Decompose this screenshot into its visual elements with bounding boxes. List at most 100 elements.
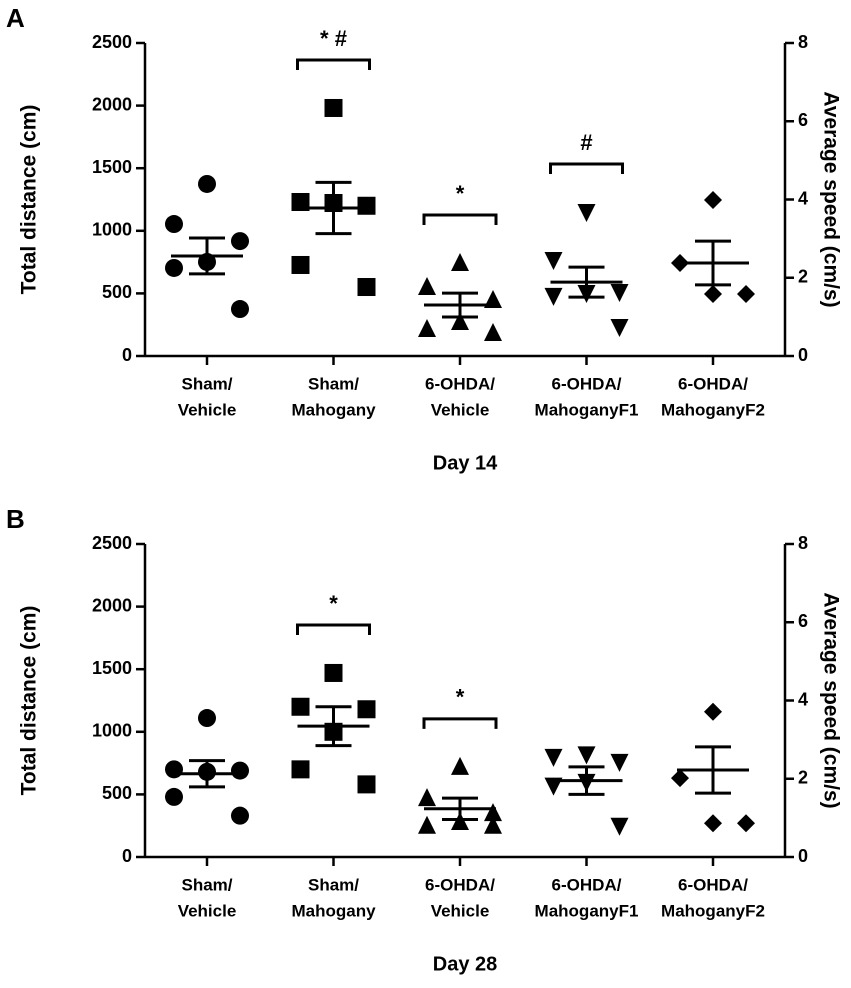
significance-label: # xyxy=(580,130,592,155)
significance-bracket xyxy=(422,717,498,729)
data-point xyxy=(544,287,563,306)
x-tick-label: 6-OHDA/ xyxy=(678,374,748,393)
x-tick-label: MahoganyF1 xyxy=(535,901,639,920)
y-tick-label: 1000 xyxy=(92,721,132,741)
data-point xyxy=(418,815,436,834)
data-point xyxy=(198,709,216,728)
x-axis-label: Day 28 xyxy=(433,953,498,975)
data-point xyxy=(418,318,436,337)
data-point xyxy=(451,811,469,830)
data-point xyxy=(165,760,183,779)
y2-tick-label: 8 xyxy=(798,32,808,52)
data-point xyxy=(737,814,755,833)
data-point xyxy=(165,215,183,234)
x-tick-label: 6-OHDA/ xyxy=(552,875,622,894)
y-axis-label: Total distance (cm) xyxy=(18,105,41,295)
data-point xyxy=(610,753,629,772)
data-point xyxy=(704,814,722,833)
data-point xyxy=(198,174,216,193)
significance-bracket xyxy=(296,58,371,70)
data-point xyxy=(484,815,502,834)
panel-label: A xyxy=(6,3,25,33)
data-point xyxy=(357,196,376,215)
x-tick-label: Sham/ xyxy=(308,374,359,393)
data-point xyxy=(544,251,563,270)
x-tick-label: Vehicle xyxy=(178,400,237,419)
y-tick-label: 2000 xyxy=(92,595,132,615)
y2-tick-label: 8 xyxy=(798,533,808,553)
data-point xyxy=(484,290,502,309)
data-point xyxy=(165,258,183,277)
x-tick-label: Mahogany xyxy=(291,901,376,920)
y-tick-label: 2500 xyxy=(92,533,132,553)
data-point xyxy=(610,318,629,337)
y-tick-label: 0 xyxy=(122,345,132,365)
data-point xyxy=(610,284,629,303)
data-point xyxy=(704,702,722,721)
data-point xyxy=(231,806,249,825)
significance-label: * xyxy=(329,591,338,616)
x-tick-label: MahoganyF2 xyxy=(661,400,765,419)
data-point xyxy=(357,775,376,794)
y-tick-label: 1000 xyxy=(92,220,132,240)
y-tick-label: 0 xyxy=(122,846,132,866)
data-point xyxy=(291,193,310,212)
data-point xyxy=(231,232,249,251)
y2-tick-label: 4 xyxy=(798,689,808,709)
x-tick-label: MahoganyF1 xyxy=(535,400,639,419)
x-tick-label: 6-OHDA/ xyxy=(552,374,622,393)
data-point xyxy=(357,700,376,719)
y2-axis-label: Average speed (cm/s) xyxy=(819,91,842,307)
x-tick-label: Vehicle xyxy=(431,901,490,920)
y-tick-label: 2500 xyxy=(92,32,132,52)
data-point xyxy=(451,756,469,775)
data-point xyxy=(704,191,722,210)
y2-tick-label: 0 xyxy=(798,846,808,866)
x-tick-label: 6-OHDA/ xyxy=(678,875,748,894)
significance-label: * xyxy=(456,685,465,710)
data-point xyxy=(324,98,343,117)
data-point xyxy=(484,803,502,822)
y2-axis-label: Average speed (cm/s) xyxy=(819,592,842,808)
data-point xyxy=(704,285,722,304)
data-point xyxy=(291,760,310,779)
y-tick-label: 500 xyxy=(102,783,132,803)
x-tick-label: 6-OHDA/ xyxy=(425,875,495,894)
data-point xyxy=(451,252,469,271)
significance-label: * xyxy=(456,181,465,206)
significance-bracket xyxy=(422,213,498,225)
data-point xyxy=(418,788,436,807)
data-point xyxy=(165,787,183,806)
x-tick-label: Sham/ xyxy=(181,875,232,894)
x-tick-label: Vehicle xyxy=(431,400,490,419)
y2-tick-label: 4 xyxy=(798,188,808,208)
data-point xyxy=(451,311,469,330)
x-tick-label: MahoganyF2 xyxy=(661,901,765,920)
x-tick-label: Vehicle xyxy=(178,901,237,920)
significance-bracket xyxy=(296,623,371,635)
significance-bracket xyxy=(549,162,624,175)
y2-tick-label: 6 xyxy=(798,110,808,130)
data-point xyxy=(231,761,249,780)
data-point xyxy=(291,255,310,274)
data-point xyxy=(484,322,502,341)
data-point xyxy=(418,277,436,296)
data-point xyxy=(544,777,563,796)
y2-tick-label: 0 xyxy=(798,345,808,365)
y-tick-label: 1500 xyxy=(92,658,132,678)
data-point xyxy=(291,697,310,716)
data-point xyxy=(577,204,596,223)
data-point xyxy=(231,300,249,319)
data-point xyxy=(544,748,563,767)
y-tick-label: 1500 xyxy=(92,157,132,177)
data-point xyxy=(737,285,755,304)
x-axis-label: Day 14 xyxy=(433,452,498,474)
data-point xyxy=(324,663,343,682)
x-tick-label: Sham/ xyxy=(308,875,359,894)
y-tick-label: 500 xyxy=(102,282,132,302)
x-tick-label: Mahogany xyxy=(291,400,376,419)
x-tick-label: Sham/ xyxy=(181,374,232,393)
y2-tick-label: 2 xyxy=(798,768,808,788)
significance-label: * # xyxy=(320,26,347,51)
